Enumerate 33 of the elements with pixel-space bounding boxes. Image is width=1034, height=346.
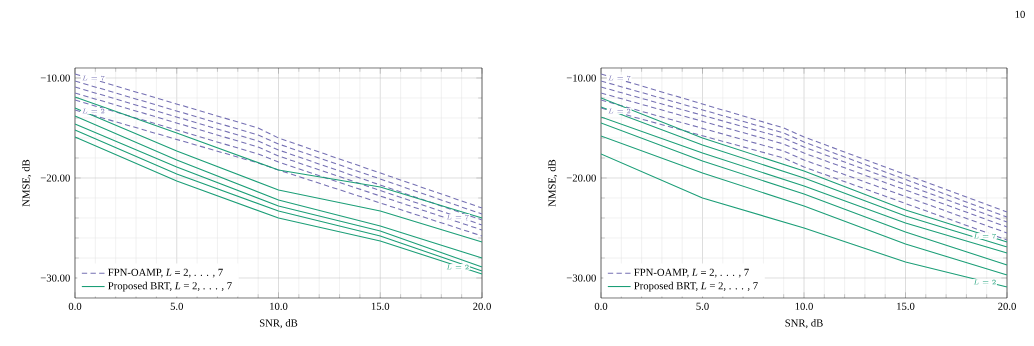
y-axis-title: NMSE, dB — [548, 159, 558, 207]
x-axis-title: SNR, dB — [259, 319, 298, 329]
y-tick-label: −10.00 — [566, 74, 596, 82]
x-tick-label: 5.0 — [170, 302, 184, 310]
legend-label: Proposed BRT, L = 2, . . . , 7 — [108, 281, 232, 292]
x-tick-label: 5.0 — [696, 302, 709, 310]
legend-label: Proposed BRT, L = 2, . . . , 7 — [634, 281, 758, 292]
annotation: $L = 2$ — [446, 264, 469, 270]
legend-label: FPN-OAMP, L = 2, . . . , 7 — [108, 268, 223, 278]
text: 10 — [1015, 10, 1025, 18]
x-tick-label: 0.0 — [68, 302, 82, 310]
x-tick-label: 10.0 — [270, 302, 288, 310]
annotation: $L = 7$ — [608, 75, 631, 81]
y-axis-title: NMSE, dB — [22, 159, 32, 207]
legend-label: FPN-OAMP, L = 2, . . . , 7 — [634, 268, 749, 278]
annotation: $L = 7$ — [82, 75, 105, 81]
y-tick-label: −10.00 — [40, 74, 70, 82]
x-axis-title: SNR, dB — [785, 319, 823, 329]
annotation: $L = 2$ — [973, 279, 996, 285]
y-tick-label: −30.00 — [40, 274, 70, 282]
y-tick-label: −20.00 — [566, 174, 596, 182]
x-tick-label: 15.0 — [897, 302, 915, 310]
annotation: $L = 7$ — [973, 233, 996, 239]
annotation: $L = 7$ — [446, 214, 469, 220]
x-tick-label: 20.0 — [998, 302, 1016, 310]
x-tick-label: 15.0 — [371, 302, 390, 310]
y-tick-label: −30.00 — [566, 274, 596, 282]
annotation: $L = 2$ — [82, 108, 105, 114]
x-tick-label: 20.0 — [473, 302, 491, 310]
x-tick-label: 10.0 — [795, 302, 813, 310]
annotation: $L = 2$ — [608, 108, 631, 114]
x-tick-label: 0.0 — [594, 302, 608, 310]
y-tick-label: −20.00 — [40, 174, 70, 182]
